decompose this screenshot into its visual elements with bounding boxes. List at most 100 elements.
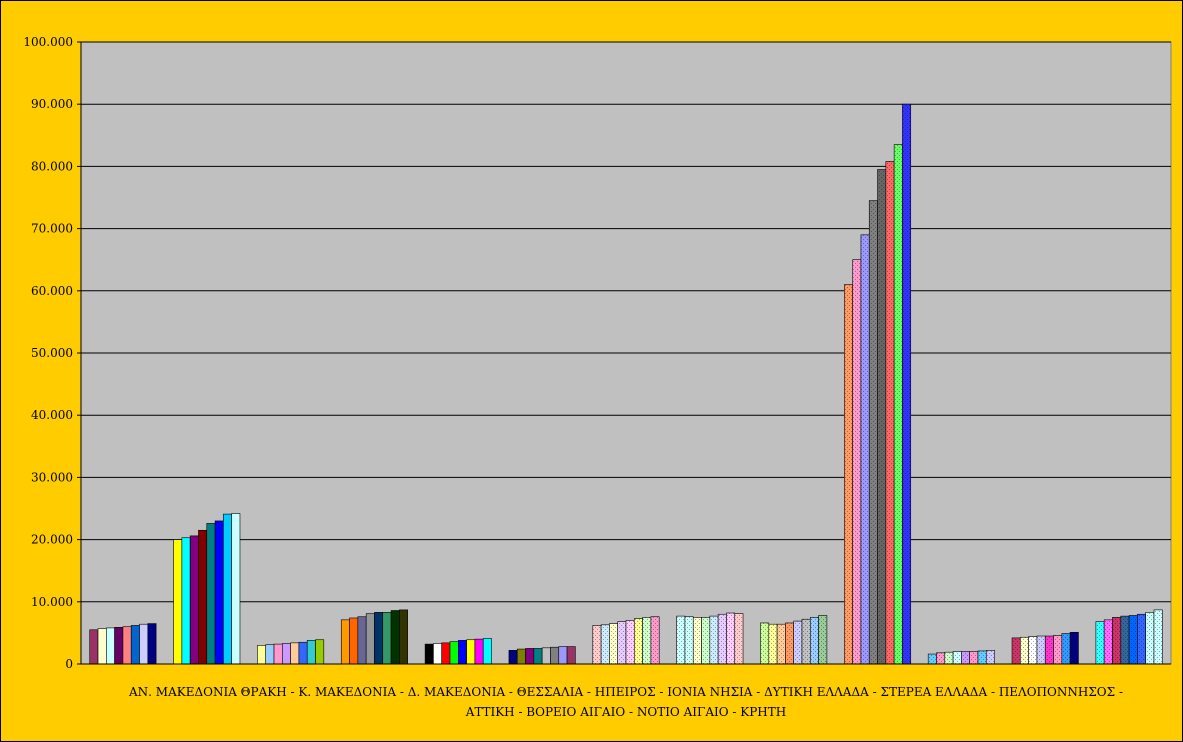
bar	[482, 638, 492, 665]
bar-pattern	[936, 652, 945, 664]
bar-pattern	[609, 623, 618, 664]
bar-series	[89, 103, 1163, 665]
bar-pattern	[777, 624, 786, 664]
bar-pattern	[1137, 614, 1146, 664]
bar	[173, 539, 183, 665]
bar	[466, 639, 476, 665]
bar	[298, 641, 308, 665]
y-tick-label: 40.000	[31, 408, 73, 422]
bar-pattern	[810, 617, 819, 664]
bar	[399, 609, 408, 665]
bar	[257, 645, 267, 665]
bar-pattern	[869, 200, 878, 665]
bar	[198, 529, 208, 665]
bar-pattern	[801, 619, 811, 664]
bar-pattern	[718, 614, 727, 664]
bar-group-9	[760, 615, 828, 665]
bar	[558, 646, 568, 665]
bar-pattern	[1045, 636, 1054, 664]
bar	[265, 644, 275, 665]
bar	[357, 616, 367, 665]
bar	[273, 643, 283, 665]
bar-pattern	[928, 654, 937, 664]
bar	[189, 535, 199, 665]
bar-pattern	[693, 617, 702, 664]
bar-pattern	[650, 616, 660, 664]
bar-pattern	[885, 161, 895, 664]
y-tick-label: 20.000	[31, 533, 73, 547]
y-tick-label: 90.000	[31, 97, 73, 111]
bar	[365, 613, 375, 665]
x-axis-label-line-1: ΑΝ. ΜΑΚΕΔΟΝΙΑ ΘΡΑΚΗ - Κ. ΜΑΚΕΔΟΝΙΑ - Δ. …	[128, 685, 1123, 699]
bar-group-13	[1095, 609, 1163, 665]
bar	[566, 646, 576, 665]
bar	[433, 643, 443, 665]
bar	[206, 523, 216, 665]
bar	[458, 640, 467, 665]
bar-pattern	[902, 104, 911, 664]
y-tick-label: 0	[65, 657, 73, 671]
bar	[550, 646, 560, 665]
bar-pattern	[1112, 617, 1121, 664]
bar	[315, 639, 325, 665]
bar	[130, 625, 140, 665]
bar-pattern	[617, 621, 626, 664]
bar-pattern	[626, 620, 635, 664]
bar-pattern	[1153, 609, 1163, 664]
bar-pattern	[1061, 633, 1071, 664]
bar-pattern	[1020, 637, 1029, 664]
bar-group-8	[676, 612, 744, 665]
bar-pattern	[986, 650, 995, 664]
bar-pattern	[701, 617, 710, 664]
bar-pattern	[726, 612, 735, 664]
bar	[306, 640, 316, 665]
x-axis-label: ΑΝ. ΜΑΚΕΔΟΝΙΑ ΘΡΑΚΗ - Κ. ΜΑΚΕΔΟΝΙΑ - Δ. …	[81, 682, 1171, 722]
bar-pattern	[642, 617, 651, 664]
bar	[541, 647, 551, 665]
bar	[181, 537, 191, 665]
bar-pattern	[969, 651, 978, 664]
bar	[508, 650, 518, 665]
bar-pattern	[1129, 615, 1138, 664]
bar-group-12	[1011, 631, 1079, 665]
bar-pattern	[894, 144, 903, 664]
y-tick-label: 60.000	[31, 284, 73, 298]
y-tick-label: 80.000	[31, 159, 73, 173]
bar-pattern	[1070, 632, 1079, 664]
bar	[97, 628, 107, 665]
bar	[114, 627, 124, 665]
bar	[525, 648, 535, 665]
bar	[231, 513, 241, 665]
y-tick-label: 30.000	[31, 470, 73, 484]
bar-group-6	[508, 646, 576, 665]
x-axis-label-line-2: ΑΤΤΙΚΗ - ΒΟΡΕΙΟ ΑΙΓΑΙΟ - ΝΟΤΙΟ ΑΙΓΑΙΟ - …	[465, 705, 787, 719]
y-axis-ticks: 0 10.000 20.000 30.000 40.000 50.000 60.000 70.…	[23, 35, 81, 671]
bar-pattern	[1120, 616, 1130, 664]
bar-pattern	[760, 622, 769, 664]
bar-pattern	[852, 259, 861, 664]
bar	[290, 642, 300, 665]
bar-pattern	[1095, 621, 1105, 664]
bar-pattern	[768, 624, 778, 664]
bar	[441, 642, 451, 665]
y-tick-label: 10.000	[31, 595, 73, 609]
bar-pattern	[793, 621, 802, 664]
bar-pattern	[785, 622, 794, 664]
bar-pattern	[592, 625, 602, 664]
bar-pattern	[634, 618, 643, 664]
bar-pattern	[944, 652, 954, 664]
bar-pattern	[734, 613, 744, 664]
bar-pattern	[953, 651, 962, 664]
bar	[382, 612, 392, 665]
bar	[139, 623, 149, 665]
bar-pattern	[877, 169, 886, 664]
bar	[516, 648, 526, 665]
bar	[424, 643, 434, 665]
bar-group-4	[340, 609, 408, 665]
bar	[533, 648, 543, 665]
bar-pattern	[860, 234, 870, 664]
y-tick-label: 50.000	[31, 346, 73, 360]
y-tick-label: 70.000	[31, 222, 73, 236]
